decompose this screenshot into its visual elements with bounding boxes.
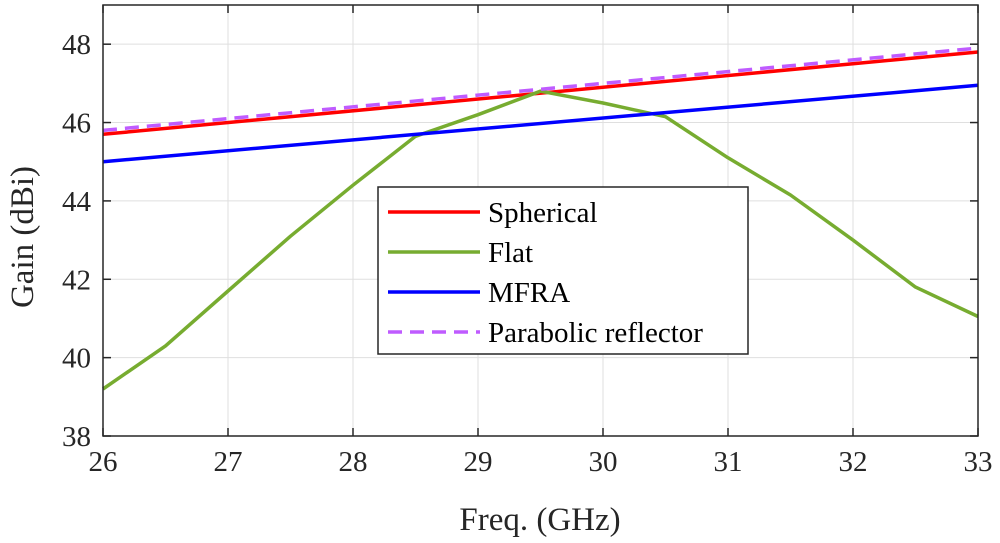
series-line-flat — [102, 89, 979, 391]
x-tick-label: 29 — [464, 446, 493, 478]
x-tick-label: 28 — [339, 446, 368, 478]
x-tick-label: 32 — [839, 446, 868, 478]
y-tick-label: 46 — [62, 108, 91, 140]
x-tick-label: 27 — [214, 446, 243, 478]
x-tick-label: 33 — [964, 446, 993, 478]
tick-labels: 26 27 28 29 30 31 32 33 38 40 42 44 46 48 — [62, 29, 993, 478]
x-tick-label: 31 — [714, 446, 743, 478]
y-axis-label: Gain (dBi) — [5, 166, 41, 308]
legend: Spherical Flat MFRA Parabolic reflector — [377, 186, 749, 355]
legend-box — [377, 186, 749, 355]
y-tick-label: 40 — [62, 343, 91, 375]
x-tick-label: 30 — [589, 446, 618, 478]
x-axis-label: Freq. (GHz) — [459, 502, 620, 538]
legend-label: Spherical — [488, 197, 598, 229]
y-tick-label: 44 — [62, 186, 92, 218]
y-tick-label: 42 — [62, 264, 91, 296]
legend-label: Parabolic reflector — [488, 317, 703, 349]
y-tick-label: 48 — [62, 29, 91, 61]
y-tick-label: 38 — [62, 421, 91, 453]
series-line-spherical — [102, 50, 979, 137]
plot-frame — [102, 4, 979, 437]
axes — [102, 4, 979, 437]
legend-label: Flat — [488, 237, 533, 269]
series-line-parabolic-reflector — [102, 46, 979, 133]
series-line-mfra — [102, 83, 979, 164]
series-lines — [102, 46, 979, 391]
legend-label: MFRA — [488, 277, 570, 309]
x-tick-label: 26 — [89, 446, 118, 478]
